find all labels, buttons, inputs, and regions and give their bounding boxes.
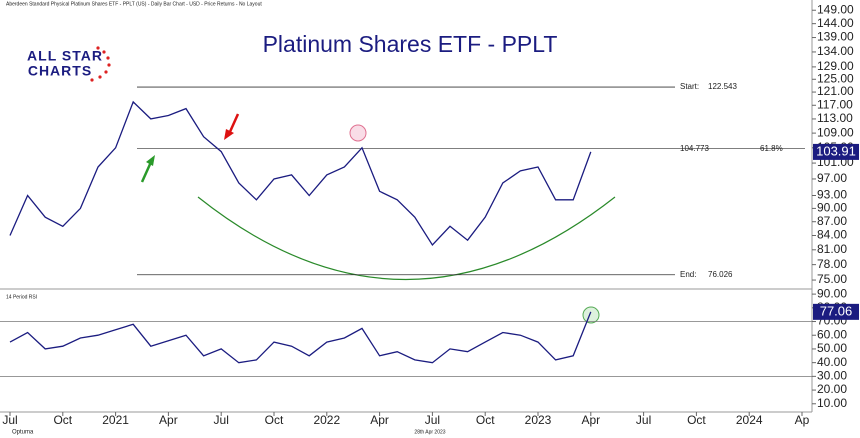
level-pct: 61.8% xyxy=(760,144,783,153)
logo-line: ALL STAR xyxy=(27,48,103,64)
y-tick-label: 90.00 xyxy=(817,286,847,300)
level-label: Start: xyxy=(680,82,699,91)
y-tick-label: 20.00 xyxy=(817,382,847,396)
x-tick-label: Oct xyxy=(265,413,284,427)
chart-title: Platinum Shares ETF - PPLT xyxy=(263,31,558,57)
x-tick-label: Oct xyxy=(53,413,72,427)
level-value: 76.026 xyxy=(708,270,733,279)
x-tick-label: Oct xyxy=(687,413,706,427)
level-value: 122.543 xyxy=(708,82,737,91)
x-tick-label: Jul xyxy=(425,413,440,427)
x-tick-label: Ap xyxy=(795,413,810,427)
green-arrow xyxy=(140,155,155,183)
y-tick-label: 81.00 xyxy=(817,242,847,256)
y-tick-label: 30.00 xyxy=(817,369,847,383)
y-tick-label: 117.00 xyxy=(817,97,853,111)
chart-subtitle: Aberdeen Standard Physical Platinum Shar… xyxy=(6,1,262,7)
y-tick-label: 78.00 xyxy=(817,257,847,271)
y-tick-label: 10.00 xyxy=(817,396,847,410)
saucer-arc xyxy=(197,196,616,280)
x-tick-label: Apr xyxy=(370,413,389,427)
x-tick-label: 2023 xyxy=(525,413,552,427)
x-tick-label: Apr xyxy=(581,413,600,427)
brand: Optuma xyxy=(12,430,34,436)
y-tick-label: 144.00 xyxy=(817,16,854,30)
logo-stars xyxy=(90,46,111,82)
y-tick-label: 109.00 xyxy=(817,125,854,139)
y-tick-label: 97.00 xyxy=(817,171,847,185)
rsi-line xyxy=(9,311,592,364)
price-line xyxy=(9,100,592,247)
y-tick-label: 129.00 xyxy=(817,59,854,73)
footer-date: 28th Apr 2023 xyxy=(414,429,445,435)
highlight-circle xyxy=(349,124,367,142)
x-tick-label: Apr xyxy=(159,413,178,427)
y-tick-label: 113.00 xyxy=(817,111,853,125)
y-tick-label: 139.00 xyxy=(817,30,854,44)
x-tick-label: Oct xyxy=(476,413,495,427)
highlight-circle xyxy=(582,306,600,324)
x-tick-label: 2021 xyxy=(102,413,129,427)
y-tick-label: 93.00 xyxy=(817,188,847,202)
x-tick-label: Jul xyxy=(214,413,229,427)
x-tick-label: 2022 xyxy=(313,413,340,427)
x-tick-label: Jul xyxy=(2,413,17,427)
last-value-tag xyxy=(813,303,859,320)
y-tick-label: 149.00 xyxy=(817,2,854,16)
level-label: End: xyxy=(680,270,696,279)
y-tick-label: 125.00 xyxy=(817,71,854,85)
y-tick-label: 50.00 xyxy=(817,341,847,355)
last-value-label: 77.06 xyxy=(820,303,853,318)
y-tick-label: 75.00 xyxy=(817,272,847,286)
level-value: 104.773 xyxy=(680,144,709,153)
y-tick-label: 90.00 xyxy=(817,201,847,215)
x-tick-label: 2024 xyxy=(736,413,763,427)
y-tick-label: 87.00 xyxy=(817,214,847,228)
last-value-tag xyxy=(813,143,859,160)
y-tick-label: 121.00 xyxy=(817,84,854,98)
x-tick-label: Jul xyxy=(636,413,651,427)
red-arrow xyxy=(224,113,240,140)
y-tick-label: 84.00 xyxy=(817,228,847,242)
rsi-label: 14 Period RSI xyxy=(6,294,37,300)
y-tick-label: 134.00 xyxy=(817,44,854,58)
logo-line: CHARTS xyxy=(28,63,92,79)
y-tick-label: 40.00 xyxy=(817,355,847,369)
y-tick-label: 60.00 xyxy=(817,327,847,341)
last-value-label: 103.91 xyxy=(816,143,856,158)
